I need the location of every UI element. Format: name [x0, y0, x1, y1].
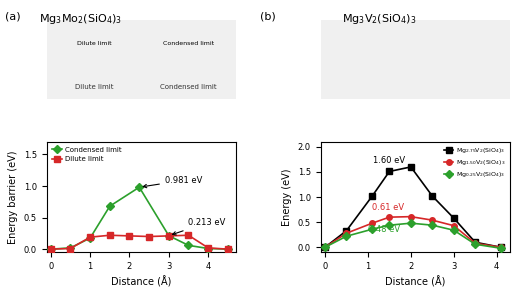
Mg$_{1.50}$V$_2$(SiO$_4$)$_3$ [429, 218, 435, 222]
Mg$_{0.25}$V$_2$(SiO$_4$)$_3$ [369, 227, 375, 231]
Dilute limit [67, 247, 73, 250]
Mg$_{1.50}$V$_2$(SiO$_4$)$_3$ [386, 215, 393, 219]
Line: Condensed limit: Condensed limit [48, 184, 230, 252]
Line: Mg$_{1.50}$V$_2$(SiO$_4$)$_3$: Mg$_{1.50}$V$_2$(SiO$_4$)$_3$ [322, 214, 504, 250]
Line: Dilute limit: Dilute limit [48, 233, 230, 252]
Dilute limit [146, 235, 152, 238]
Mg$_{2.75}$V$_2$(SiO$_4$)$_3$ [498, 246, 504, 249]
Mg$_{2.75}$V$_2$(SiO$_4$)$_3$ [451, 216, 457, 220]
Mg$_{1.50}$V$_2$(SiO$_4$)$_3$ [369, 222, 375, 225]
Dilute limit [166, 234, 172, 238]
Mg$_{1.50}$V$_2$(SiO$_4$)$_3$ [498, 246, 504, 249]
Dilute limit [107, 233, 113, 237]
Condensed limit [185, 244, 191, 247]
Legend: Mg$_{2.75}$V$_2$(SiO$_4$)$_3$, Mg$_{1.50}$V$_2$(SiO$_4$)$_3$, Mg$_{0.25}$V$_2$(S: Mg$_{2.75}$V$_2$(SiO$_4$)$_3$, Mg$_{1.50… [443, 145, 506, 181]
Mg$_{0.25}$V$_2$(SiO$_4$)$_3$ [343, 235, 349, 238]
Mg$_{2.75}$V$_2$(SiO$_4$)$_3$ [343, 229, 349, 233]
Mg$_{2.75}$V$_2$(SiO$_4$)$_3$ [369, 194, 375, 198]
Condensed limit [136, 186, 142, 189]
Condensed limit [205, 247, 211, 250]
Mg$_{1.50}$V$_2$(SiO$_4$)$_3$ [451, 224, 457, 227]
Mg$_{0.25}$V$_2$(SiO$_4$)$_3$ [322, 246, 328, 249]
Text: 1.60 eV: 1.60 eV [373, 156, 406, 165]
Condensed limit [107, 204, 113, 208]
Text: Dilute limit: Dilute limit [77, 41, 111, 46]
Mg$_{0.25}$V$_2$(SiO$_4$)$_3$ [498, 246, 504, 250]
Mg$_{0.25}$V$_2$(SiO$_4$)$_3$ [429, 223, 435, 227]
Text: 0.61 eV: 0.61 eV [372, 203, 405, 212]
Condensed limit [87, 236, 93, 240]
Dilute limit [126, 234, 133, 238]
Y-axis label: Energy barrier (eV): Energy barrier (eV) [8, 150, 18, 244]
Legend: Condensed limit, Dilute limit: Condensed limit, Dilute limit [50, 145, 123, 164]
Mg$_{0.25}$V$_2$(SiO$_4$)$_3$ [386, 223, 393, 227]
Text: Condensed limit: Condensed limit [163, 41, 214, 46]
Mg$_{0.25}$V$_2$(SiO$_4$)$_3$ [408, 222, 414, 225]
Text: (b): (b) [260, 12, 276, 21]
Mg$_{2.75}$V$_2$(SiO$_4$)$_3$ [386, 170, 393, 173]
Mg$_{0.25}$V$_2$(SiO$_4$)$_3$ [451, 229, 457, 232]
Text: 0.981 eV: 0.981 eV [143, 176, 202, 188]
Mg$_{1.50}$V$_2$(SiO$_4$)$_3$ [472, 242, 478, 245]
Text: Mg$_3$V$_2$(SiO$_4$)$_3$: Mg$_3$V$_2$(SiO$_4$)$_3$ [343, 12, 417, 26]
Text: Condensed limit: Condensed limit [160, 84, 217, 90]
Condensed limit [48, 247, 54, 251]
Line: Mg$_{0.25}$V$_2$(SiO$_4$)$_3$: Mg$_{0.25}$V$_2$(SiO$_4$)$_3$ [322, 220, 504, 251]
Condensed limit [166, 234, 172, 238]
Text: 0.213 eV: 0.213 eV [173, 218, 226, 235]
X-axis label: Distance (Å): Distance (Å) [385, 277, 445, 288]
Text: 0.48 eV: 0.48 eV [368, 225, 400, 234]
Text: Dilute limit: Dilute limit [75, 84, 113, 90]
Condensed limit [225, 247, 231, 251]
Dilute limit [48, 247, 54, 251]
Condensed limit [67, 246, 73, 250]
Text: Mg$_3$Mo$_2$(SiO$_4$)$_3$: Mg$_3$Mo$_2$(SiO$_4$)$_3$ [39, 12, 122, 26]
Line: Mg$_{2.75}$V$_2$(SiO$_4$)$_3$: Mg$_{2.75}$V$_2$(SiO$_4$)$_3$ [322, 164, 504, 250]
Mg$_{1.50}$V$_2$(SiO$_4$)$_3$ [408, 215, 414, 218]
Mg$_{2.75}$V$_2$(SiO$_4$)$_3$ [408, 165, 414, 169]
Dilute limit [205, 246, 211, 250]
Dilute limit [185, 233, 191, 237]
Dilute limit [225, 247, 231, 251]
Mg$_{2.75}$V$_2$(SiO$_4$)$_3$ [472, 240, 478, 244]
Mg$_{1.50}$V$_2$(SiO$_4$)$_3$ [343, 231, 349, 235]
Mg$_{1.50}$V$_2$(SiO$_4$)$_3$ [322, 246, 328, 249]
Mg$_{2.75}$V$_2$(SiO$_4$)$_3$ [429, 194, 435, 198]
Dilute limit [87, 235, 93, 239]
Mg$_{2.75}$V$_2$(SiO$_4$)$_3$ [322, 246, 328, 249]
X-axis label: Distance (Å): Distance (Å) [111, 277, 172, 288]
Text: (a): (a) [5, 12, 21, 21]
Mg$_{0.25}$V$_2$(SiO$_4$)$_3$ [472, 242, 478, 246]
Y-axis label: Energy (eV): Energy (eV) [282, 168, 292, 226]
